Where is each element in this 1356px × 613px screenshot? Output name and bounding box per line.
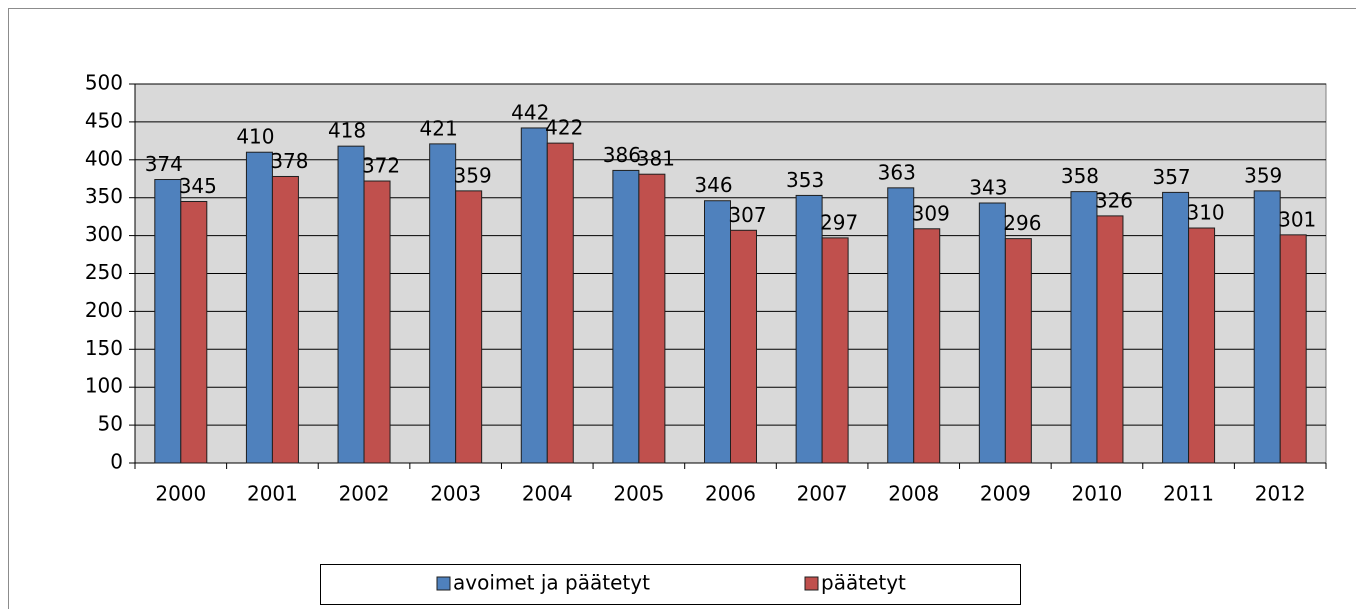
y-tick-label: 150	[85, 336, 123, 360]
data-label: 297	[820, 210, 858, 234]
data-label: 378	[270, 149, 308, 173]
bar	[796, 195, 822, 463]
y-tick-label: 450	[85, 108, 123, 132]
bar	[979, 203, 1005, 463]
data-label: 386	[603, 143, 641, 167]
x-tick-label: 2011	[1163, 482, 1214, 506]
data-label: 353	[786, 168, 824, 192]
bar	[181, 201, 207, 463]
data-label: 358	[1061, 164, 1099, 188]
data-label: 296	[1003, 211, 1041, 235]
bar	[1097, 216, 1123, 463]
y-tick-label: 350	[85, 184, 123, 208]
data-label: 345	[179, 174, 217, 198]
x-tick-label: 2010	[1072, 482, 1123, 506]
bar	[731, 230, 757, 463]
data-label: 372	[362, 154, 400, 178]
data-label: 310	[1186, 201, 1224, 225]
bar	[1005, 239, 1031, 463]
legend-label: päätetyt	[821, 571, 906, 595]
legend-swatch	[437, 577, 450, 590]
data-label: 422	[545, 116, 583, 140]
y-tick-label: 0	[110, 450, 123, 474]
x-tick-label: 2001	[247, 482, 298, 506]
data-label: 381	[637, 147, 675, 171]
data-label: 357	[1152, 165, 1190, 189]
x-tick-label: 2008	[888, 482, 939, 506]
legend-box	[321, 565, 1021, 605]
data-label: 309	[912, 201, 950, 225]
x-tick-label: 2006	[705, 482, 756, 506]
bar	[272, 176, 298, 463]
bar	[914, 229, 940, 463]
data-label: 363	[878, 160, 916, 184]
y-tick-label: 50	[98, 412, 123, 436]
bar	[1163, 192, 1189, 463]
legend-label: avoimet ja päätetyt	[453, 571, 650, 595]
x-tick-label: 2004	[522, 482, 573, 506]
x-tick-label: 2007	[797, 482, 848, 506]
data-label: 374	[145, 152, 183, 176]
data-label: 307	[728, 203, 766, 227]
data-label: 346	[694, 173, 732, 197]
y-tick-label: 300	[85, 222, 123, 246]
data-label: 359	[454, 163, 492, 187]
data-label: 359	[1244, 163, 1282, 187]
data-label: 418	[328, 119, 366, 143]
bar	[521, 128, 547, 463]
data-label: 421	[420, 116, 458, 140]
x-tick-label: 2003	[430, 482, 481, 506]
bar	[456, 191, 482, 463]
x-tick-label: 2002	[339, 482, 390, 506]
bar	[822, 238, 848, 463]
bar	[338, 146, 364, 463]
bar	[888, 188, 914, 463]
bar	[1189, 228, 1215, 463]
data-label: 442	[511, 100, 549, 124]
x-tick-label: 2000	[155, 482, 206, 506]
bar	[1280, 235, 1306, 463]
bar	[430, 144, 456, 463]
bar	[705, 201, 731, 463]
y-tick-label: 500	[85, 71, 123, 95]
x-tick-label: 2009	[980, 482, 1031, 506]
bar	[639, 174, 665, 463]
x-tick-label: 2005	[613, 482, 664, 506]
bar	[1254, 191, 1280, 463]
bar	[364, 181, 390, 463]
data-label: 410	[236, 125, 274, 149]
y-tick-label: 250	[85, 260, 123, 284]
y-tick-label: 400	[85, 146, 123, 170]
bar	[613, 170, 639, 463]
data-label: 301	[1278, 207, 1316, 231]
bar	[1071, 192, 1097, 463]
bar	[547, 143, 573, 463]
bar	[246, 152, 272, 463]
y-tick-label: 200	[85, 298, 123, 322]
data-label: 326	[1095, 188, 1133, 212]
y-tick-label: 100	[85, 374, 123, 398]
legend-swatch	[805, 577, 818, 590]
data-label: 343	[969, 176, 1007, 200]
x-tick-label: 2012	[1255, 482, 1306, 506]
bar	[155, 180, 181, 463]
